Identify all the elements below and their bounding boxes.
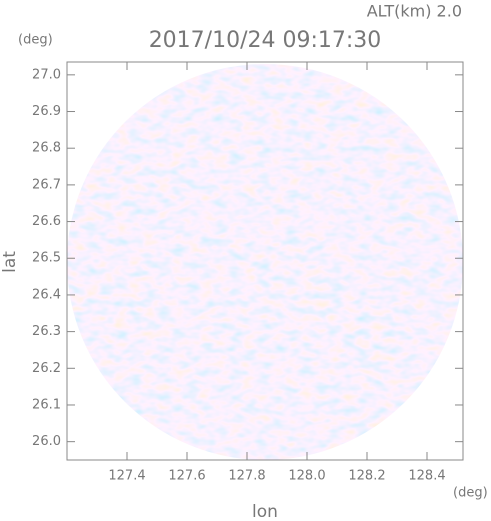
y-tick-label: 26.2 bbox=[32, 361, 61, 376]
x-tick-label: 127.8 bbox=[228, 469, 265, 484]
plot-frame bbox=[66, 61, 464, 461]
x-tick-label: 127.6 bbox=[168, 469, 205, 484]
y-unit: (deg) bbox=[18, 33, 53, 48]
y-tick-label: 26.0 bbox=[32, 434, 61, 449]
y-tick-label: 27.0 bbox=[32, 67, 61, 82]
y-axis-label: lat bbox=[0, 251, 20, 273]
chart-title: 2017/10/24 09:17:30 bbox=[149, 28, 382, 53]
x-tick-label: 127.4 bbox=[108, 469, 145, 484]
echo-texture bbox=[67, 64, 463, 460]
radar-echo bbox=[67, 64, 463, 460]
x-tick-label: 128.2 bbox=[348, 469, 385, 484]
x-tick-label: 128.4 bbox=[408, 469, 445, 484]
y-tick-label: 26.8 bbox=[32, 141, 61, 156]
altitude-label: ALT(km) 2.0 bbox=[367, 2, 462, 21]
y-tick-label: 26.6 bbox=[32, 214, 61, 229]
x-tick-label: 128.0 bbox=[288, 469, 325, 484]
y-tick-label: 26.3 bbox=[32, 324, 61, 339]
y-tick-label: 26.9 bbox=[32, 104, 61, 119]
x-axis-label: lon bbox=[252, 502, 278, 521]
x-unit: (deg) bbox=[453, 486, 488, 501]
y-tick-label: 26.4 bbox=[32, 287, 61, 302]
y-tick-label: 26.1 bbox=[32, 397, 61, 412]
y-tick-label: 26.5 bbox=[32, 251, 61, 266]
y-tick-label: 26.7 bbox=[32, 177, 61, 192]
